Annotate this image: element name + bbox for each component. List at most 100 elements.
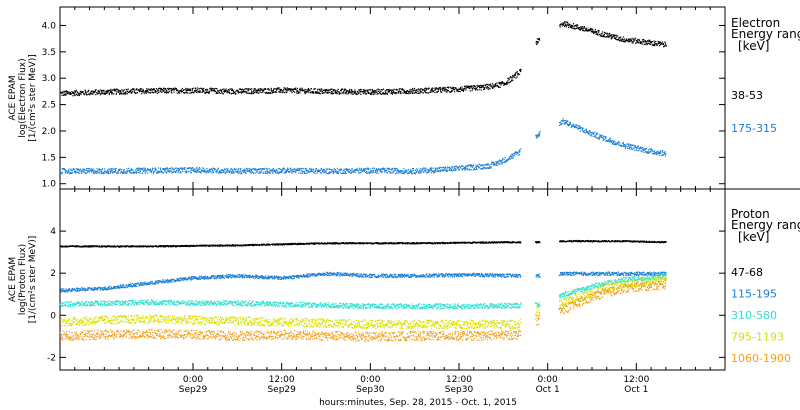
top-data-point: [395, 169, 397, 171]
top-data-point: [284, 87, 286, 89]
top-data-point: [538, 38, 540, 41]
top-y-tick-label: 2.0: [42, 127, 57, 137]
top-data-point: [280, 169, 282, 171]
bottom-data-point: [140, 246, 142, 248]
top-data-point: [163, 87, 165, 89]
top-data-point: [230, 88, 233, 90]
bottom-data-point: [168, 245, 170, 247]
top-data-point: [422, 171, 424, 173]
top-data-point: [377, 172, 379, 174]
top-data-point: [285, 172, 287, 174]
top-data-point: [512, 74, 514, 77]
top-data-point: [310, 169, 312, 171]
top-data-point: [154, 89, 156, 91]
top-data-point: [582, 27, 585, 29]
top-data-point: [87, 170, 89, 173]
top-data-point: [278, 88, 280, 90]
top-data-point: [103, 90, 105, 92]
top-data-point: [269, 91, 271, 93]
top-data-point: [480, 164, 482, 166]
top-data-point: [442, 166, 444, 168]
top-data-point: [115, 90, 117, 92]
top-data-point: [443, 169, 445, 171]
bottom-data-point: [200, 244, 202, 246]
top-data-point: [565, 24, 567, 26]
top-data-point: [116, 172, 118, 174]
top-data-point: [222, 169, 224, 172]
top-data-point: [232, 170, 234, 172]
top-data-point: [322, 89, 324, 91]
top-data-point: [143, 91, 145, 93]
top-data-point: [293, 90, 295, 93]
top-data-point: [283, 87, 285, 89]
top-data-point: [428, 170, 430, 172]
top-data-point: [195, 171, 197, 174]
bottom-data-point: [376, 242, 378, 244]
top-data-point: [369, 172, 371, 174]
top-data-point: [437, 88, 439, 90]
top-data-point: [344, 92, 346, 95]
top-data-point: [438, 87, 440, 89]
top-data-point: [564, 22, 566, 24]
top-data-point: [393, 92, 396, 94]
top-data-point: [373, 90, 375, 92]
top-data-point: [562, 119, 565, 121]
top-data-point: [643, 151, 645, 153]
bottom-data-point: [204, 245, 206, 247]
top-data-point: [489, 88, 491, 90]
top-data-point: [347, 91, 349, 93]
top-data-point: [190, 168, 192, 170]
top-data-point: [122, 91, 124, 93]
top-data-point: [77, 169, 79, 171]
top-data-point: [203, 169, 205, 171]
top-data-point: [119, 90, 122, 92]
top-data-point: [493, 162, 495, 164]
top-data-point: [382, 93, 384, 95]
top-data-point: [166, 87, 168, 90]
top-data-point: [442, 87, 445, 89]
top-data-point: [651, 42, 653, 44]
top-data-point: [352, 93, 354, 95]
top-data-point: [228, 90, 230, 92]
top-data-point: [403, 91, 405, 93]
top-data-point: [609, 34, 611, 36]
top-data-point: [455, 170, 457, 172]
top-data-point: [231, 92, 233, 94]
top-data-point: [63, 94, 66, 96]
top-data-point: [171, 168, 173, 170]
top-data-point: [147, 169, 150, 171]
top-data-point: [492, 164, 494, 166]
bottom-data-point: [199, 244, 201, 246]
top-data-point: [305, 167, 307, 169]
top-data-point: [244, 168, 246, 170]
top-data-point: [365, 168, 367, 170]
top-data-point: [135, 172, 137, 174]
top-data-point: [589, 28, 591, 30]
top-data-point: [360, 169, 362, 171]
top-data-point: [659, 45, 661, 47]
top-data-point: [642, 41, 645, 43]
top-data-point: [629, 40, 632, 42]
top-data-point: [173, 168, 175, 170]
top-data-point: [298, 91, 300, 93]
top-data-point: [537, 41, 539, 43]
top-data-point: [592, 29, 594, 31]
top-data-point: [347, 168, 349, 170]
top-data-point: [379, 92, 381, 94]
top-data-point: [212, 171, 214, 174]
top-data-point: [229, 172, 231, 174]
top-data-point: [660, 150, 662, 152]
top-data-point: [403, 90, 405, 93]
top-data-point: [123, 170, 125, 172]
top-data-point: [635, 146, 637, 148]
top-data-point: [74, 170, 76, 172]
top-data-point: [445, 167, 447, 169]
top-data-point: [444, 169, 446, 171]
top-data-point: [392, 91, 394, 94]
bottom-data-point: [80, 245, 82, 248]
top-data-point: [178, 90, 180, 92]
top-data-point: [354, 90, 356, 93]
top-data-point: [350, 171, 352, 173]
top-data-point: [165, 89, 167, 91]
top-data-point: [272, 168, 274, 170]
